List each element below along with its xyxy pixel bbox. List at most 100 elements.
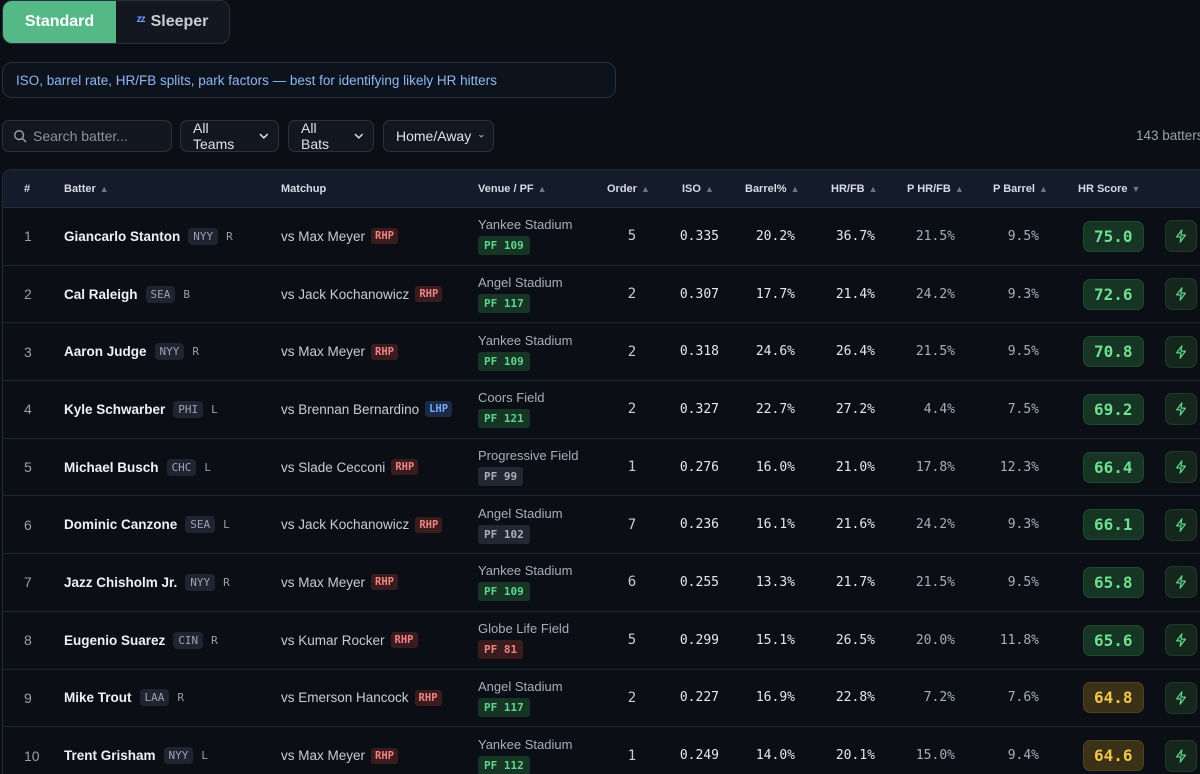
hr-score-cell: 65.8	[1083, 554, 1144, 611]
boost-button[interactable]	[1165, 451, 1197, 484]
search-box[interactable]: Search batter...	[2, 120, 172, 152]
boost-button[interactable]	[1165, 278, 1197, 311]
table-row[interactable]: 1 Giancarlo Stanton NYY R vs Max Meyer R…	[3, 208, 1200, 266]
hr-score-cell: 65.6	[1083, 612, 1144, 669]
col-hrfb[interactable]: HR/FB ▲	[831, 183, 878, 195]
boost-button[interactable]	[1165, 508, 1197, 541]
col-venue[interactable]: Venue / PF ▲	[478, 183, 547, 195]
action-cell	[1165, 323, 1197, 380]
team-badge: CIN	[173, 631, 204, 649]
hr-score-badge: 72.6	[1083, 278, 1144, 310]
team-badge: SEA	[185, 516, 216, 534]
col-batter[interactable]: Batter ▲	[64, 183, 109, 195]
lightning-icon	[1176, 633, 1186, 647]
bats-select[interactable]: All Bats	[288, 120, 374, 152]
iso-cell: 0.236	[679, 517, 719, 533]
park-factor-badge: PF 121	[478, 409, 530, 429]
col-barrel[interactable]: Barrel% ▲	[745, 183, 800, 195]
pitcher-name: vs Max Meyer	[281, 748, 366, 764]
p-hrfb-cell: 24.2%	[915, 286, 955, 302]
batter-name[interactable]: Trent Grisham	[64, 748, 156, 764]
boost-button[interactable]	[1165, 681, 1197, 714]
rank-cell: 1	[24, 228, 32, 245]
table-row[interactable]: 5 Michael Busch CHC L vs Slade Cecconi R…	[3, 439, 1200, 497]
table-row[interactable]: 3 Aaron Judge NYY R vs Max Meyer RHP Yan…	[3, 323, 1200, 382]
batters-table: # Batter ▲ Matchup Venue / PF ▲ Order ▲ ISO…	[2, 169, 1200, 774]
standard-mode-button[interactable]: Standard	[3, 1, 116, 43]
bat-hand: R	[211, 633, 218, 647]
table-row[interactable]: 10 Trent Grisham NYY L vs Max Meyer RHP …	[3, 727, 1200, 774]
p-barrel-cell: 9.5%	[1007, 344, 1039, 360]
search-input[interactable]: Search batter...	[33, 128, 128, 144]
pitcher-hand-badge: RHP	[371, 343, 398, 360]
sort-icon: ▲	[640, 184, 650, 194]
boost-button[interactable]	[1165, 566, 1197, 599]
team-badge: CHC	[166, 458, 197, 476]
batter-cell: Giancarlo Stanton NYY R	[64, 208, 233, 265]
venue-name: Yankee Stadium	[478, 736, 573, 752]
batter-name[interactable]: Jazz Chisholm Jr.	[64, 574, 178, 590]
iso-cell: 0.299	[679, 632, 719, 648]
venue-cell: Progressive Field PF 99	[478, 439, 578, 496]
iso-cell: 0.335	[679, 228, 719, 244]
col-p-barrel[interactable]: P Barrel ▲	[993, 183, 1048, 195]
boost-button[interactable]	[1165, 393, 1197, 426]
hrfb-cell: 27.2%	[835, 401, 875, 417]
home-away-select[interactable]: Home/Away	[383, 120, 494, 152]
col-iso[interactable]: ISO ▲	[682, 183, 714, 195]
batter-name[interactable]: Kyle Schwarber	[64, 401, 166, 417]
park-factor-badge: PF 102	[478, 524, 530, 544]
hrfb-cell: 20.1%	[835, 748, 875, 764]
venue-name: Globe Life Field	[478, 621, 570, 637]
barrel-cell: 15.1%	[755, 632, 795, 648]
p-hrfb-cell: 21.5%	[915, 344, 955, 360]
hr-score-cell: 66.1	[1083, 496, 1144, 553]
col-hr-score[interactable]: HR Score ▼	[1078, 183, 1141, 195]
boost-button[interactable]	[1165, 220, 1197, 253]
batter-name[interactable]: Mike Trout	[64, 690, 132, 706]
sleeper-mode-button[interactable]: zz Sleeper	[116, 1, 229, 43]
matchup-cell: vs Slade Cecconi RHP	[281, 439, 419, 496]
col-p-hrfb[interactable]: P HR/FB ▲	[907, 183, 964, 195]
iso-cell: 0.227	[679, 690, 719, 706]
order-cell: 7	[627, 516, 637, 533]
boost-button[interactable]	[1165, 335, 1197, 368]
table-row[interactable]: 7 Jazz Chisholm Jr. NYY R vs Max Meyer R…	[3, 554, 1200, 612]
batter-name[interactable]: Aaron Judge	[64, 344, 147, 360]
bats-select-value: All Bats	[301, 120, 330, 152]
hrfb-cell: 21.7%	[835, 574, 875, 590]
pitcher-hand-badge: RHP	[371, 574, 398, 591]
batter-name[interactable]: Giancarlo Stanton	[64, 228, 181, 244]
teams-select[interactable]: All Teams	[180, 120, 279, 152]
bat-hand: L	[223, 518, 230, 532]
table-row[interactable]: 6 Dominic Canzone SEA L vs Jack Kochanow…	[3, 496, 1200, 555]
venue-name: Yankee Stadium	[478, 332, 573, 348]
hr-score-badge: 70.8	[1083, 336, 1144, 368]
hrfb-cell: 26.5%	[835, 632, 875, 648]
pitcher-hand-badge: LHP	[425, 401, 453, 418]
table-row[interactable]: 8 Eugenio Suarez CIN R vs Kumar Rocker R…	[3, 612, 1200, 670]
pitcher-name: vs Max Meyer	[281, 574, 366, 590]
team-badge: LAA	[139, 689, 170, 707]
pitcher-name: vs Emerson Hancock	[281, 690, 409, 706]
batter-name[interactable]: Dominic Canzone	[64, 517, 178, 533]
table-row[interactable]: 9 Mike Trout LAA R vs Emerson Hancock RH…	[3, 670, 1200, 728]
matchup-cell: vs Max Meyer RHP	[281, 727, 398, 774]
table-row[interactable]: 4 Kyle Schwarber PHI L vs Brennan Bernar…	[3, 381, 1200, 439]
pitcher-hand-badge: RHP	[391, 459, 419, 476]
table-row[interactable]: 2 Cal Raleigh SEA B vs Jack Kochanowicz …	[3, 266, 1200, 324]
batter-name[interactable]: Michael Busch	[64, 459, 159, 475]
venue-cell: Yankee Stadium PF 112	[478, 727, 572, 774]
order-cell: 2	[627, 401, 637, 418]
mode-description: ISO, barrel rate, HR/FB splits, park fac…	[2, 62, 616, 98]
batter-name[interactable]: Eugenio Suarez	[64, 632, 166, 648]
team-badge: NYY	[154, 343, 185, 361]
batter-name[interactable]: Cal Raleigh	[64, 286, 138, 302]
pitcher-hand-badge: RHP	[415, 516, 443, 533]
col-order[interactable]: Order ▲	[607, 183, 650, 195]
boost-button[interactable]	[1165, 739, 1197, 772]
hr-score-cell: 70.8	[1083, 323, 1144, 380]
boost-button[interactable]	[1165, 624, 1197, 657]
matchup-cell: vs Brennan Bernardino LHP	[281, 381, 453, 438]
sort-icon: ▼	[1131, 184, 1141, 194]
